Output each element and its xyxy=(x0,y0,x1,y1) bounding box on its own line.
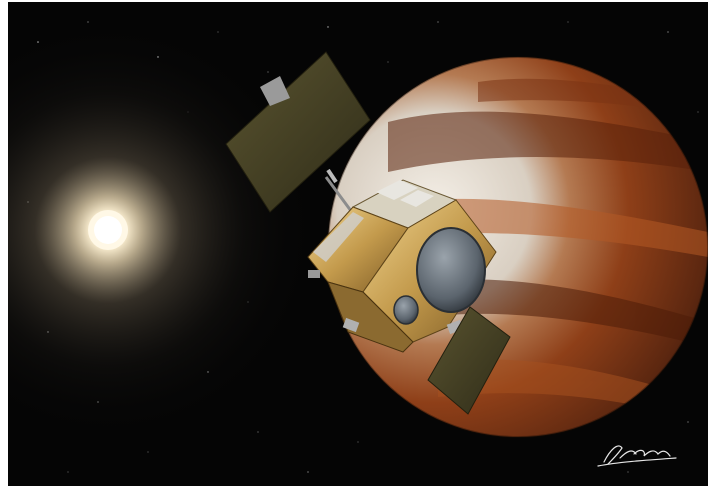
space-scene xyxy=(8,2,708,486)
antenna-dish xyxy=(393,227,486,325)
planet xyxy=(327,56,708,438)
solar-panel-left xyxy=(225,51,371,235)
solar-panel-right xyxy=(427,306,511,415)
scene-illustration xyxy=(8,2,708,486)
sun-glow xyxy=(8,20,318,440)
artist-signature xyxy=(597,445,677,467)
